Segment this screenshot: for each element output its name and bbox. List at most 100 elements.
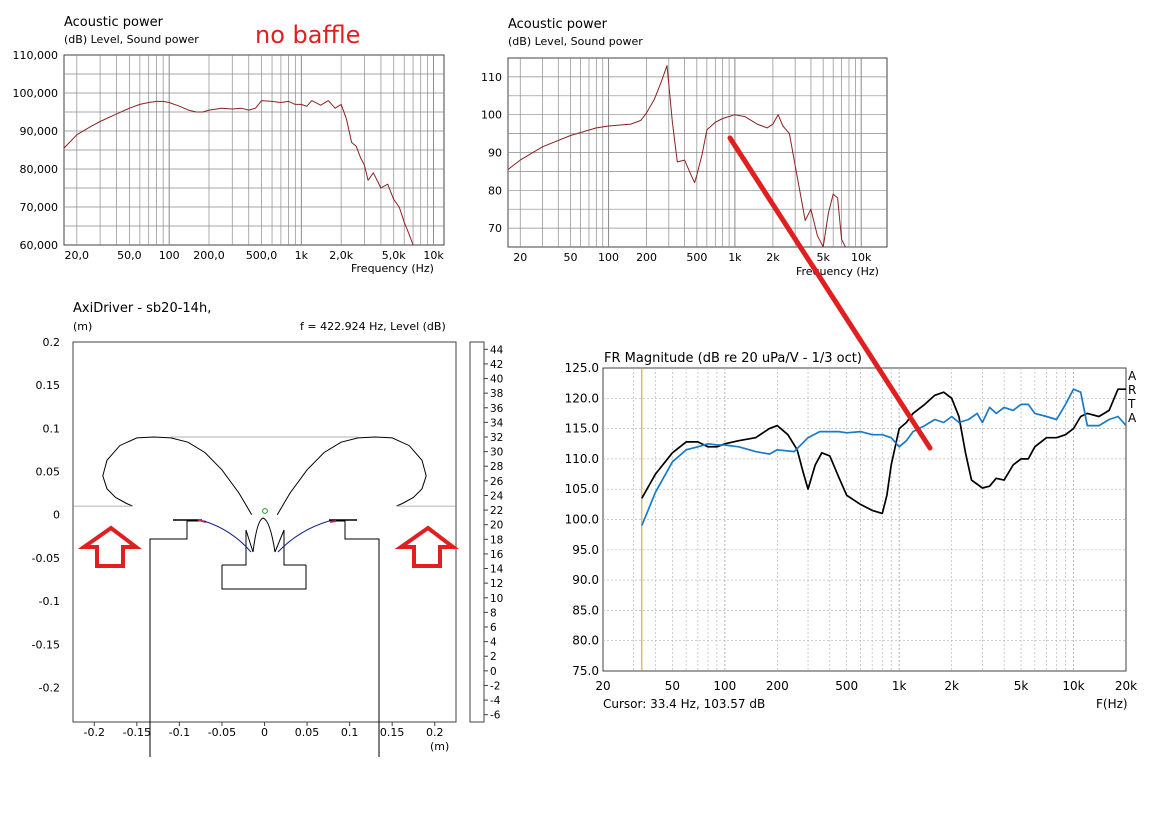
colorbar-label: 40	[490, 374, 503, 386]
arta-letter: A	[1128, 369, 1137, 383]
colorbar-label: -2	[490, 680, 500, 692]
colorbar-label: 14	[490, 564, 504, 576]
y-tick-label: -0.2	[39, 681, 60, 694]
x-tick-label: 0	[261, 726, 268, 739]
colorbar-labels: 4442403836343230282624222018161412108642…	[484, 344, 504, 722]
driver-outline	[264, 565, 307, 590]
x-tick-label: 20	[513, 251, 527, 264]
y-tick-label: 70	[488, 222, 502, 235]
colorbar-label: 20	[490, 520, 503, 532]
x-tick-label: 1k	[728, 251, 742, 264]
colorbar-label: 30	[490, 447, 503, 459]
y-tick-label: 90.0	[572, 573, 599, 587]
y-tick-label: 105.0	[565, 482, 599, 496]
y-tick-label: 0.1	[43, 422, 61, 435]
colorbar-label: 12	[490, 578, 503, 590]
x-tick-label: 500	[686, 251, 707, 264]
y-tick-label: 80	[488, 184, 502, 197]
x-tick-label: -0.2	[84, 726, 105, 739]
y-tick-labels: 0.2 0.15 0.1 0.05 0 -0.05 -0.1 -0.15 -0.2	[32, 336, 60, 694]
colorbar-label: 24	[490, 490, 504, 502]
y-axis-unit: (m)	[73, 320, 92, 333]
y-tick-label: 90	[488, 147, 502, 160]
y-tick-label: 0.15	[36, 379, 61, 392]
colorbar-label: 0	[490, 666, 497, 678]
x-tick-label: 20,0	[65, 249, 90, 262]
colorbar-label: 4	[490, 637, 497, 649]
y-tick-label: 110.0	[565, 452, 599, 466]
y-tick-labels: 75.0 80.0 85.0 90.0 95.0 100.0 105.0 110.0 115.0…	[565, 361, 599, 678]
x-tick-label: 50	[665, 679, 680, 693]
x-tick-label: 1k	[892, 679, 907, 693]
x-tick-label: 50	[564, 251, 578, 264]
y-tick-label: 80,000	[20, 163, 59, 176]
arta-letter: A	[1128, 411, 1137, 425]
x-tick-label: 50,0	[117, 249, 142, 262]
axidriver-plot: AxiDriver - sb20-14h, (m) f = 422.924 Hz…	[32, 301, 504, 757]
arta-chart: FR Magnitude (dB re 20 uPa/V - 1/3 oct) …	[565, 351, 1138, 711]
colorbar-label: 2	[490, 651, 497, 663]
power-chart-right: Acoustic power (dB) Level, Sound power 2…	[481, 17, 888, 278]
x-tick-label: 1k	[295, 249, 309, 262]
red-pointer-line	[727, 135, 933, 451]
x-axis-label: Frequency (Hz)	[796, 265, 879, 278]
x-tick-label: -0.15	[123, 726, 151, 739]
up-arrow-left-icon	[77, 525, 142, 568]
x-tick-label: -0.1	[169, 726, 190, 739]
y-tick-label: 60,000	[20, 239, 59, 252]
colorbar-label: -6	[490, 710, 501, 722]
colorbar-label: 44	[490, 344, 504, 356]
colorbar-label: 22	[490, 505, 503, 517]
grid	[64, 55, 444, 245]
cone-profile	[203, 520, 330, 553]
colorbar-label: -4	[490, 695, 501, 707]
x-tick-label: -0.05	[208, 726, 236, 739]
x-tick-label: 20	[595, 679, 610, 693]
colorbar-label: 16	[490, 549, 504, 561]
y-tick-label: 70,000	[20, 201, 59, 214]
grid	[508, 58, 887, 247]
y-tick-label: 110	[481, 71, 502, 84]
driver-outline	[149, 520, 204, 757]
x-tick-label: 100	[159, 249, 180, 262]
y-tick-label: 90,000	[20, 125, 59, 138]
x-tick-label: 500,0	[246, 249, 278, 262]
contour-lobe-right	[276, 436, 427, 515]
colorbar	[469, 341, 485, 723]
x-axis-label: Frequency (Hz)	[351, 262, 434, 275]
chart-info: f = 422.924 Hz, Level (dB)	[300, 320, 446, 333]
colorbar-label: 28	[490, 461, 503, 473]
series	[507, 65, 846, 248]
y-tick-label: 100.0	[565, 513, 599, 527]
x-tick-labels: 20 50 100 200 500 1k 2k 5k 10k	[513, 251, 872, 264]
chart-title: Acoustic power	[64, 15, 164, 30]
series-line-1	[641, 388, 1126, 515]
x-tick-label: 0.2	[426, 726, 444, 739]
x-tick-label: 0.1	[341, 726, 359, 739]
x-tick-label: 5,0k	[382, 249, 406, 262]
observation-point	[262, 508, 268, 514]
x-tick-labels: 20 50 100 200 500 1k 2k 5k 10k 20k	[595, 679, 1137, 693]
x-tick-label: 10k	[423, 249, 444, 262]
y-tick-label: -0.1	[39, 595, 60, 608]
x-axis-unit: (m)	[430, 740, 449, 753]
y-tick-label: 75.0	[572, 664, 599, 678]
x-tick-label: 0.15	[380, 726, 405, 739]
series-line-1	[507, 65, 846, 248]
driver-outline	[222, 530, 247, 566]
colorbar-label: 10	[490, 593, 503, 605]
y-tick-label: 0.05	[36, 466, 61, 479]
colorbar-label: 26	[490, 476, 504, 488]
arta-letter: R	[1128, 383, 1136, 397]
y-tick-label: 120.0	[565, 391, 599, 405]
colorbar-label: 38	[490, 388, 503, 400]
y-tick-label: 95.0	[572, 543, 599, 557]
x-tick-label: 2k	[944, 679, 959, 693]
colorbar-label: 6	[490, 622, 497, 634]
contour-lobe-left	[102, 436, 253, 515]
voice-coil	[245, 529, 285, 553]
x-tick-label: 20k	[1115, 679, 1137, 693]
chart-title: FR Magnitude (dB re 20 uPa/V - 1/3 oct)	[604, 351, 862, 366]
chart-title: Acoustic power	[508, 17, 608, 32]
